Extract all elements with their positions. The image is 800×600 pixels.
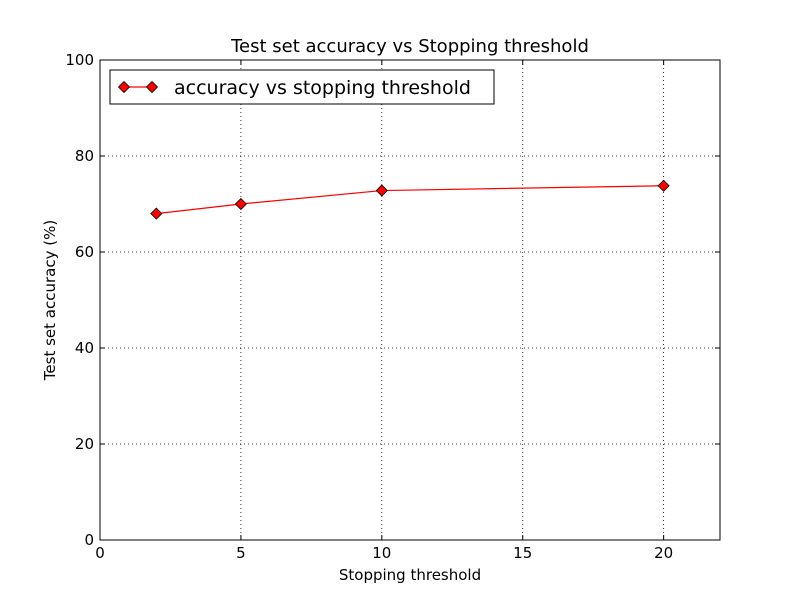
axis-ticks: 0 5 10 15 20 0 20 40 60 80 100 (65, 51, 720, 562)
legend-marker (117, 80, 131, 94)
data-point-marker (657, 179, 670, 192)
grid (100, 60, 720, 540)
data-point-marker (375, 184, 388, 197)
y-tick-label: 80 (75, 147, 94, 165)
legend-entry-label: accuracy vs stopping threshold (174, 77, 471, 99)
x-axis-label: Stopping threshold (339, 566, 481, 584)
plot-frame (99, 59, 721, 541)
x-tick-label: 5 (236, 544, 246, 562)
y-tick-label: 100 (65, 51, 94, 69)
series-layer (150, 179, 670, 220)
chart-title: Test set accuracy vs Stopping threshold (230, 36, 589, 57)
legend-marker (145, 80, 159, 94)
legend: accuracy vs stopping threshold (109, 69, 495, 105)
y-tick-label: 40 (75, 339, 94, 357)
y-tick-label: 0 (84, 531, 94, 549)
data-point-marker (234, 197, 247, 211)
legend-box (109, 69, 495, 105)
x-tick-label: 15 (513, 544, 532, 562)
x-tick-label: 20 (654, 544, 673, 562)
y-tick-label: 60 (75, 243, 94, 261)
y-axis-label: Test set accuracy (%) (41, 220, 59, 381)
y-tick-label: 20 (75, 435, 94, 453)
series-line (156, 185, 664, 215)
x-tick-label: 0 (95, 544, 105, 562)
data-point-marker (150, 207, 163, 220)
legend-markers (117, 80, 159, 94)
x-tick-label: 10 (372, 544, 391, 562)
